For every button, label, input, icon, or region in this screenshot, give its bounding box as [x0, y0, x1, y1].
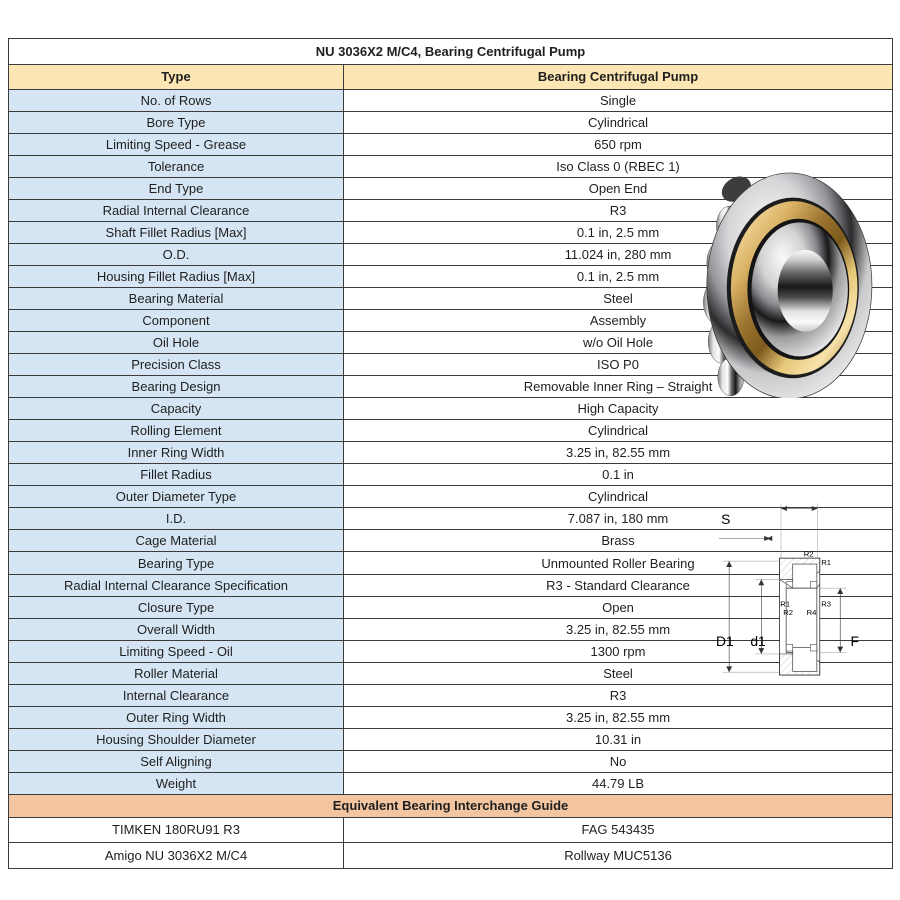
- svg-text:R1: R1: [821, 558, 831, 567]
- svg-text:R4: R4: [807, 608, 818, 617]
- svg-text:R2: R2: [783, 608, 793, 617]
- svg-text:d1: d1: [750, 633, 766, 649]
- svg-text:D1: D1: [716, 633, 734, 649]
- svg-text:R2: R2: [804, 550, 814, 559]
- svg-text:R3: R3: [821, 599, 831, 608]
- svg-text:F: F: [850, 633, 858, 649]
- svg-text:S: S: [721, 511, 730, 527]
- svg-text:R1: R1: [780, 599, 790, 608]
